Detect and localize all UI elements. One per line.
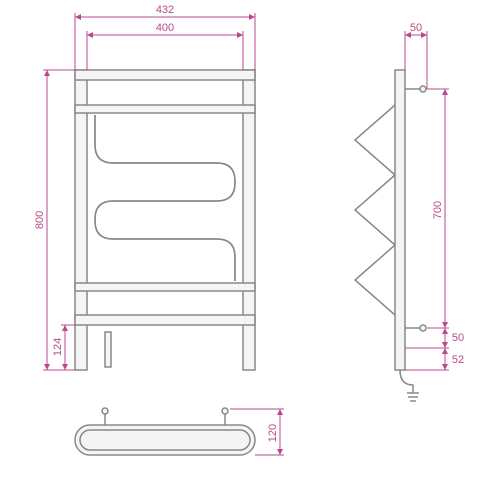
front-view: 432 400 800 124 [34, 4, 255, 370]
dim-depth: 120 [267, 424, 279, 442]
top-view: 120 [75, 408, 284, 455]
dim-bottom-offset: 124 [52, 338, 64, 356]
dim-height-total: 800 [34, 211, 46, 229]
dim-side-bottom1: 50 [452, 332, 464, 344]
dim-width-outer: 432 [156, 4, 174, 16]
side-view: 50 700 50 52 [355, 22, 464, 401]
dim-height-inner: 700 [432, 201, 444, 219]
dim-side-bottom2: 52 [452, 354, 464, 366]
dim-side-top: 50 [410, 22, 422, 34]
technical-drawing: 432 400 800 124 50 [0, 0, 500, 500]
dim-width-inner: 400 [156, 22, 174, 34]
